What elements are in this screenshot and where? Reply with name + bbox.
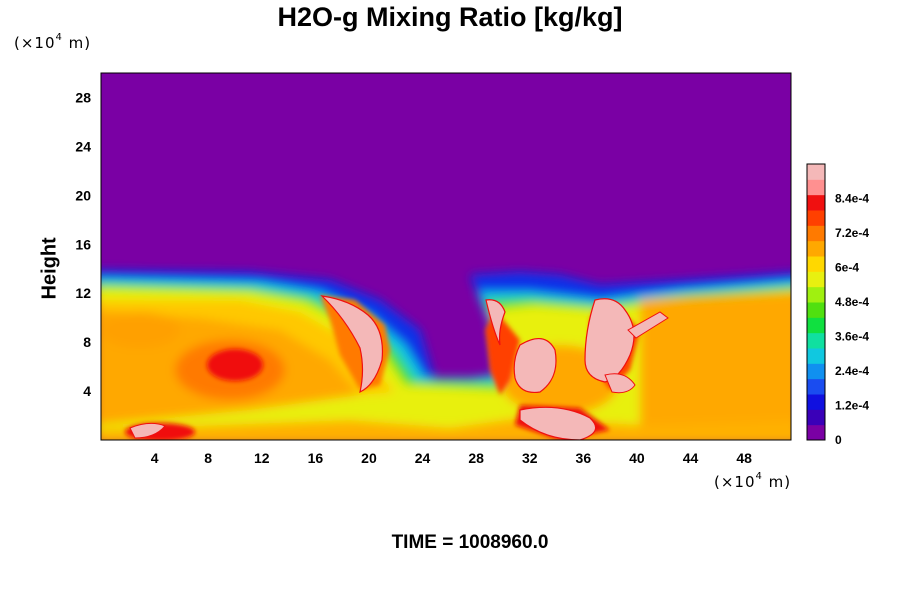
colorbar-swatch — [807, 164, 825, 180]
y-tick-label: 12 — [75, 285, 91, 301]
colorbar-tick-label: 2.4e-4 — [835, 364, 869, 378]
colorbar-swatch — [807, 256, 825, 272]
colorbar-swatch — [807, 424, 825, 441]
colorbar-tick-label: 1.2e-4 — [835, 399, 869, 413]
x-unit-suffix: m) — [762, 473, 792, 491]
colorbar-swatch — [807, 394, 825, 410]
colorbar-swatch — [807, 225, 825, 242]
x-tick-label: 48 — [736, 450, 752, 466]
colorbar-swatch — [807, 409, 825, 426]
y-tick-label: 24 — [75, 138, 91, 154]
colorbar: 0 1.2e-4 2.4e-4 3.6e-4 4.8e-4 6e-4 7.2e-4 8.4e-… — [806, 163, 869, 447]
y-unit-suffix: m) — [62, 34, 92, 52]
colorbar-tick-label: 8.4e-4 — [835, 192, 869, 206]
x-tick-label: 28 — [468, 450, 484, 466]
x-tick-label: 12 — [254, 450, 270, 466]
y-axis-unit: (×104 m) — [14, 32, 92, 52]
y-tick-label: 8 — [83, 334, 91, 350]
x-tick-label: 24 — [415, 450, 431, 466]
chart-title: H2O-g Mixing Ratio [kg/kg] — [277, 2, 623, 32]
colorbar-swatch — [807, 240, 825, 257]
x-tick-label: 20 — [361, 450, 377, 466]
x-axis-unit: (×104 m) — [714, 471, 792, 491]
x-tick-label: 36 — [576, 450, 592, 466]
colorbar-tick-label: 4.8e-4 — [835, 295, 869, 309]
saturated-regions — [129, 295, 669, 440]
y-tick-label: 4 — [83, 383, 91, 399]
x-tick-label: 16 — [308, 450, 324, 466]
x-unit-prefix: (×10 — [714, 473, 756, 491]
colorbar-swatch — [807, 378, 825, 395]
colorbar-swatch — [807, 194, 825, 211]
colorbar-tick-label: 7.2e-4 — [835, 226, 869, 240]
time-annotation: TIME = 1008960.0 — [391, 532, 549, 553]
y-tick-label: 16 — [75, 236, 91, 252]
y-unit-prefix: (×10 — [14, 34, 56, 52]
colorbar-swatch — [807, 179, 825, 196]
colorbar-swatch — [807, 332, 825, 349]
colorbar-swatch — [807, 363, 825, 380]
y-axis: 4 8 12 16 20 24 28 — [75, 89, 91, 399]
x-tick-label: 32 — [522, 450, 538, 466]
x-tick-label: 4 — [151, 450, 159, 466]
colorbar-swatch — [807, 317, 825, 334]
colorbar-frame — [806, 163, 826, 441]
x-axis: 4 8 12 16 20 24 28 32 36 40 44 48 — [151, 450, 752, 466]
colorbar-swatch — [807, 348, 825, 364]
colorbar-swatch — [807, 302, 825, 318]
y-tick-label: 20 — [75, 187, 91, 203]
heatmap-field — [101, 73, 791, 440]
colorbar-tick-label: 0 — [835, 433, 842, 447]
colorbar-tick-label: 3.6e-4 — [835, 330, 869, 344]
colorbar-swatch — [807, 210, 825, 226]
plot-frame — [100, 72, 792, 441]
colorbar-swatch — [807, 271, 825, 288]
x-tick-label: 8 — [204, 450, 212, 466]
colorbar-swatch — [807, 286, 825, 303]
x-tick-label: 44 — [683, 450, 699, 466]
x-tick-label: 40 — [629, 450, 645, 466]
y-tick-label: 28 — [75, 89, 91, 105]
x-unit-exponent: 4 — [755, 471, 763, 482]
y-unit-exponent: 4 — [55, 32, 63, 43]
colorbar-tick-label: 6e-4 — [835, 261, 859, 275]
